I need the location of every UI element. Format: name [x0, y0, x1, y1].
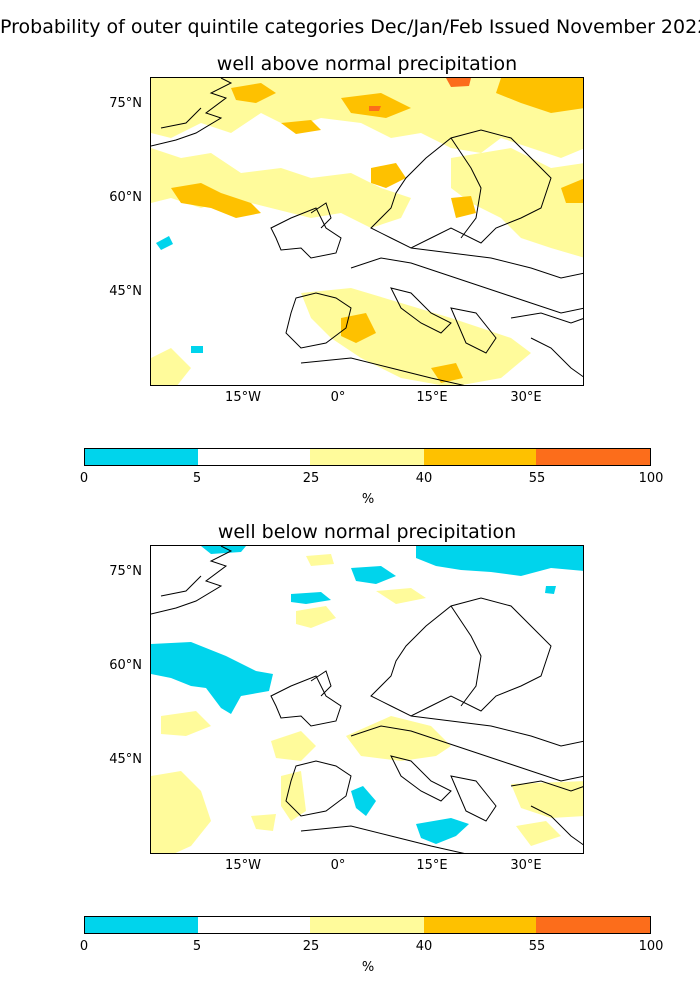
cyan-region [191, 346, 203, 353]
colorbar-2-tick: 40 [415, 939, 433, 954]
colorbar-1-tick: 55 [528, 471, 546, 486]
panel-1-map [150, 77, 584, 386]
pale-yellow-region [516, 821, 561, 846]
colorbar-2 [84, 916, 651, 934]
colorbar-segment [197, 917, 311, 933]
cyan-region [291, 592, 331, 604]
panel-2-lon-label: 0° [330, 858, 346, 873]
panel-1-lat-label: 60°N [109, 190, 142, 205]
pale-yellow-region [151, 148, 411, 228]
colorbar-segment [85, 449, 198, 465]
panel-2-map-svg [151, 546, 583, 853]
amber-region [341, 93, 411, 118]
panel-1-probability-field [151, 78, 583, 385]
colorbar-1-tick: 25 [302, 471, 320, 486]
panel-2-lon-label: 30°E [510, 858, 542, 873]
colorbar-2-tick: 0 [79, 939, 89, 954]
pale-yellow-region [296, 606, 336, 628]
cyan-region [351, 786, 376, 816]
cyan-region [201, 546, 246, 554]
panel-1-title: well above normal precipitation [216, 53, 518, 75]
pale-yellow-region [271, 731, 316, 761]
colorbar-2-tick: 25 [302, 939, 320, 954]
colorbar-1-tick: 5 [192, 471, 202, 486]
pale-yellow-region [306, 554, 334, 566]
amber-region [231, 83, 276, 103]
pale-yellow-region [451, 148, 583, 258]
colorbar-segment [536, 917, 650, 933]
panel-2-lat-label: 60°N [109, 658, 142, 673]
colorbar-segment [310, 449, 424, 465]
amber-region [171, 183, 261, 218]
amber-region [451, 196, 476, 218]
pale-yellow-region [301, 288, 531, 385]
colorbar-2-tick: 55 [528, 939, 546, 954]
pale-yellow-region [511, 781, 583, 818]
colorbar-segment [310, 917, 424, 933]
amber-region [371, 163, 406, 188]
colorbar-1-tick: 100 [638, 471, 664, 486]
panel-2-map [150, 545, 584, 854]
panel-1-lat-label: 75°N [109, 96, 142, 111]
colorbar-segment [423, 449, 537, 465]
orange-region [369, 106, 381, 111]
panel-1-lon-label: 15°E [416, 390, 448, 405]
panel-2-lat-label: 45°N [109, 752, 142, 767]
pale-yellow-region [151, 771, 211, 853]
pale-yellow-region [151, 348, 191, 385]
pale-yellow-region [281, 771, 306, 821]
pale-yellow-region [161, 711, 211, 736]
colorbar-segment [536, 449, 650, 465]
amber-region [341, 313, 376, 343]
amber-region [496, 78, 583, 113]
panel-1-coastlines [151, 78, 583, 385]
cyan-region [416, 546, 583, 576]
panel-2-lat-label: 75°N [109, 564, 142, 579]
cyan-region [545, 586, 556, 594]
panel-2-lon-label: 15°W [225, 858, 261, 873]
colorbar-1-tick: 0 [79, 471, 89, 486]
panel-1-map-svg [151, 78, 583, 385]
colorbar-1 [84, 448, 651, 466]
colorbar-2-tick: 5 [192, 939, 202, 954]
colorbar-1-tick: 40 [415, 471, 433, 486]
colorbar-2-tick: 100 [638, 939, 664, 954]
colorbar-2-unit: % [361, 960, 375, 975]
panel-1-lon-label: 0° [330, 390, 346, 405]
cyan-region [151, 642, 273, 714]
panel-2-title: well below normal precipitation [217, 521, 517, 543]
panel-2-lon-label: 15°E [416, 858, 448, 873]
cyan-region [156, 236, 173, 250]
pale-yellow-region [346, 716, 451, 761]
pale-yellow-region [376, 588, 426, 604]
panel-2-probability-field [151, 546, 583, 853]
amber-region [561, 178, 583, 203]
colorbar-segment [423, 917, 537, 933]
amber-region [431, 363, 463, 383]
pale-yellow-region [251, 814, 276, 831]
cyan-region [416, 818, 469, 844]
panel-1-lat-label: 45°N [109, 284, 142, 299]
orange-region [446, 78, 471, 87]
figure-title: Probability of outer quintile categories… [0, 16, 700, 38]
colorbar-1-unit: % [361, 492, 375, 507]
cyan-region [351, 566, 396, 584]
panel-1-lon-label: 15°W [225, 390, 261, 405]
amber-region [281, 120, 321, 134]
panel-1-lon-label: 30°E [510, 390, 542, 405]
colorbar-segment [85, 917, 198, 933]
colorbar-segment [197, 449, 311, 465]
panel-2-coastlines [151, 546, 583, 853]
